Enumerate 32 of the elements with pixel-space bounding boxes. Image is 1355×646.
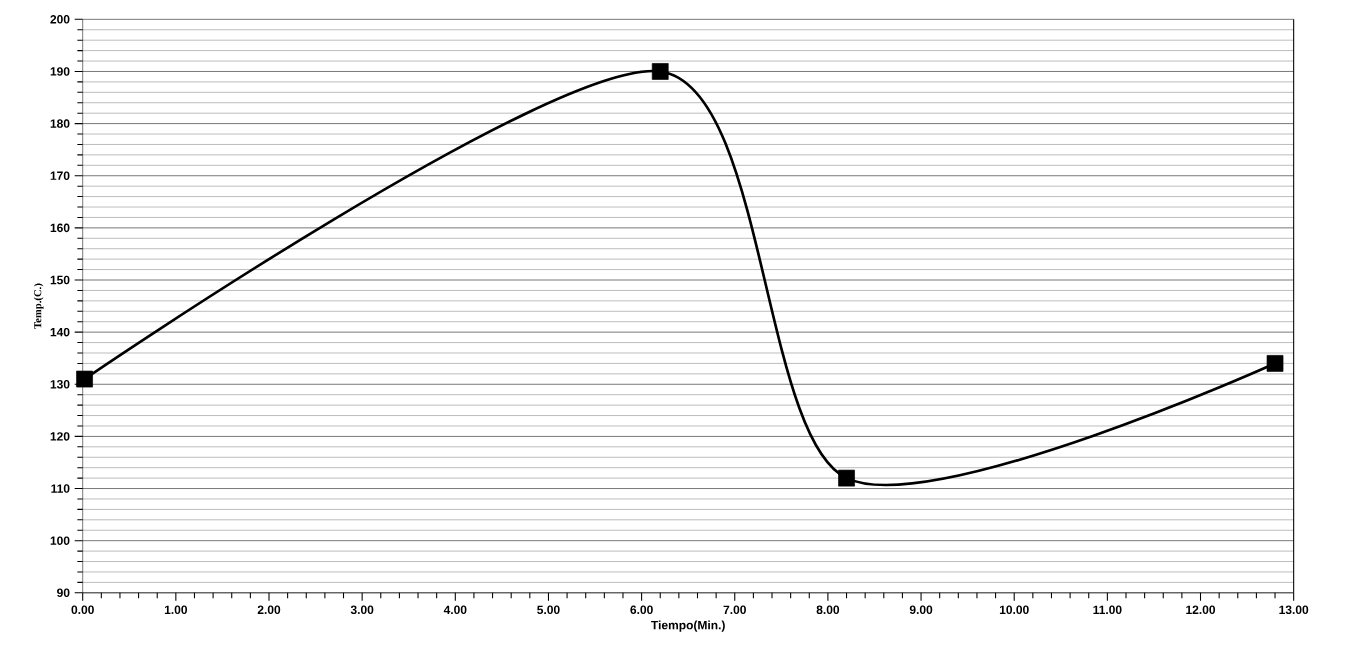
- point: [838, 469, 855, 487]
- y-tick-label: 90: [57, 588, 70, 597]
- y-tick-label: 120: [50, 432, 70, 441]
- y-tick-label: 110: [51, 484, 70, 493]
- x-tick-label: 5.00: [537, 605, 560, 614]
- x-tick-label: 13.00: [1279, 605, 1309, 614]
- x-tick-label: 2.00: [257, 605, 281, 614]
- y-tick-label: 180: [50, 119, 70, 128]
- x-tick-label: 0.00: [71, 605, 94, 614]
- x-tick-label: 9.00: [909, 605, 933, 614]
- y-axis-title: Temp.(C.): [33, 283, 44, 329]
- x-tick-label: 3.00: [350, 605, 374, 614]
- x-tick-label: 11.00: [1093, 605, 1122, 614]
- x-tick-label: 8.00: [816, 605, 840, 614]
- x-tick-label: 4.00: [443, 605, 467, 614]
- point: [76, 370, 93, 388]
- x-tick-label: 10.00: [999, 605, 1029, 614]
- y-tick-label: 140: [50, 327, 70, 337]
- y-tick-label: 100: [50, 536, 70, 545]
- y-tick-label: 170: [50, 171, 70, 180]
- y-tick-label: 190: [50, 67, 70, 76]
- x-tick-label: 6.00: [630, 605, 653, 614]
- x-tick-label: 1.00: [164, 605, 188, 614]
- x-tick-label: 12.00: [1186, 605, 1216, 614]
- x-axis-title: Tiempo(Min.): [651, 620, 725, 632]
- y-tick-label: 200: [50, 15, 70, 24]
- x-tick-label: 7.00: [723, 605, 746, 614]
- point: [1266, 355, 1284, 372]
- y-tick-label: 160: [50, 223, 70, 233]
- y-tick-label: 130: [50, 379, 70, 389]
- y-tick-label: 150: [50, 275, 70, 285]
- point: [651, 63, 669, 80]
